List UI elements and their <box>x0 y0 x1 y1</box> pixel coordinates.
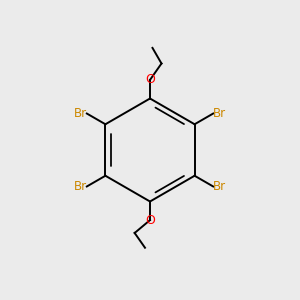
Text: O: O <box>145 214 155 226</box>
Text: O: O <box>145 74 155 86</box>
Text: Br: Br <box>213 107 226 120</box>
Text: Br: Br <box>74 107 87 120</box>
Text: Br: Br <box>74 180 87 193</box>
Text: Br: Br <box>213 180 226 193</box>
